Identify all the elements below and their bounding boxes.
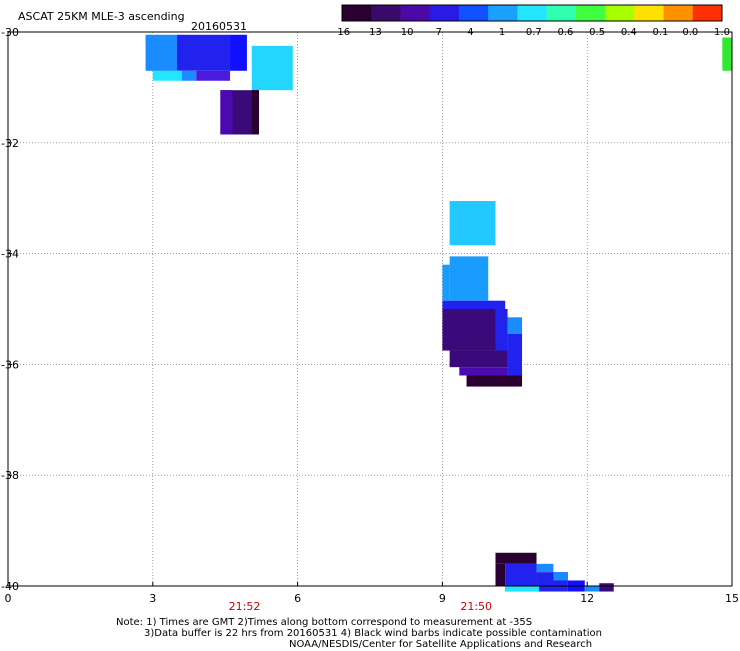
colorbar-frame	[341, 4, 723, 22]
colorbar-label: 1.0	[714, 27, 730, 38]
colorbar-segment	[634, 5, 665, 21]
footnote-line-2: 3)Data buffer is 22 hrs from 20160531 4)…	[144, 628, 602, 639]
colorbar-label: -7	[432, 27, 442, 38]
y-tick-label: -30	[1, 26, 19, 39]
colorbar-segment	[458, 5, 489, 21]
footnote-line-1: Note: 1) Times are GMT 2)Times along bot…	[116, 617, 533, 628]
x-tick-label: 3	[149, 592, 156, 605]
x-tick-label: 9	[439, 592, 446, 605]
wind-cell	[181, 70, 197, 81]
wind-cell	[536, 563, 554, 573]
y-tick-label: -32	[1, 137, 19, 150]
plot-frame	[7, 31, 733, 587]
wind-cell	[150, 59, 177, 71]
y-tick-label: -36	[1, 358, 19, 371]
colorbar-segment	[371, 5, 401, 21]
wind-cell	[507, 333, 523, 376]
colorbar-segment	[605, 5, 635, 21]
x-tick-label: 15	[725, 592, 739, 605]
wind-cell	[442, 264, 450, 301]
colorbar-segment	[429, 5, 460, 21]
colorbar-segment	[575, 5, 606, 21]
wind-cell	[553, 572, 568, 581]
colorbar-label: -4	[464, 27, 474, 38]
wind-cell	[251, 90, 259, 135]
wind-cell	[442, 309, 496, 351]
colorbar-label: -0.7	[522, 27, 542, 38]
colorbar-segment	[517, 5, 548, 21]
wind-cell	[176, 34, 231, 71]
colorbar-segment	[400, 5, 431, 21]
y-tick-label: -40	[1, 580, 19, 593]
time-label: 21:50	[460, 600, 492, 613]
colorbar-label: -10	[397, 27, 413, 38]
wind-cell	[466, 375, 523, 387]
wind-cell	[449, 200, 496, 246]
colorbar-label: -13	[365, 27, 381, 38]
wind-cell	[599, 583, 614, 592]
wind-cell	[442, 300, 506, 309]
data-cells-layer	[145, 34, 732, 592]
colorbar: -16 -13 -10 -7 -4 -1 -0.7 -0.6 -0.5 -0.4 -0.1 0.0 1.…	[334, 4, 730, 38]
wind-cell	[495, 309, 508, 359]
colorbar-label: -0.1	[649, 27, 669, 38]
wind-cell	[449, 350, 508, 368]
colorbar-segment	[692, 5, 723, 21]
map-title: ASCAT 25KM MLE-3 ascending	[18, 10, 185, 23]
wind-cell	[507, 317, 523, 334]
colorbar-label: 0.0	[682, 27, 698, 38]
colorbar-label: -0.5	[586, 27, 606, 38]
wind-cell	[584, 586, 600, 592]
wind-cell	[505, 586, 539, 592]
map-date: 20160531	[191, 20, 247, 33]
colorbar-segment	[663, 5, 694, 21]
wind-cell	[722, 37, 732, 71]
colorbar-label: -0.6	[554, 27, 574, 38]
wind-cell	[230, 34, 247, 71]
colorbar-label: -16	[334, 27, 350, 38]
grid-layer	[8, 32, 732, 586]
colorbar-segment	[342, 5, 372, 21]
y-tick-label: -34	[1, 248, 19, 261]
wind-cell	[495, 552, 537, 564]
wind-cell	[220, 90, 233, 135]
wind-cell	[449, 256, 489, 301]
axis-ticks: 0 3 6 9 12 15 -30 -32 -34 -36 -38 -40 21:52 21:50	[1, 26, 739, 613]
wind-cell	[196, 70, 231, 81]
colorbar-segment	[546, 5, 577, 21]
colorbar-segment	[488, 5, 518, 21]
colorbar-label: -1	[495, 27, 505, 38]
wind-cell	[251, 45, 293, 91]
x-tick-label: 0	[5, 592, 12, 605]
wind-cell	[459, 367, 508, 376]
x-tick-label: 6	[294, 592, 301, 605]
y-tick-label: -38	[1, 469, 19, 482]
x-tick-label: 12	[580, 592, 594, 605]
time-label: 21:52	[229, 600, 261, 613]
colorbar-label: -0.4	[617, 27, 637, 38]
wind-cell	[495, 563, 506, 586]
wind-cell	[152, 70, 182, 81]
footnote-line-3: NOAA/NESDIS/Center for Satellite Applica…	[289, 639, 593, 650]
